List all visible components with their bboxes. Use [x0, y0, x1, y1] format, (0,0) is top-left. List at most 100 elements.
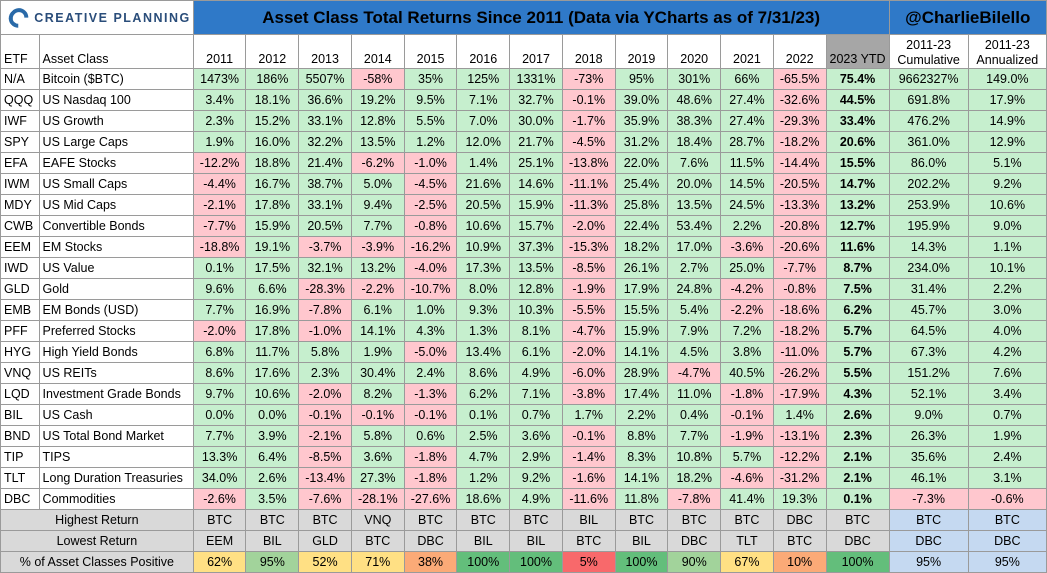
return-cell: 33.1% — [298, 194, 352, 216]
return-cell: 7.2% — [720, 320, 774, 342]
return-cell: 3.4% — [192, 89, 247, 111]
summary-cell: 52% — [298, 551, 352, 573]
return-cell: 0.4% — [667, 404, 722, 426]
return-cell: 22.4% — [614, 215, 669, 237]
return-cell: -1.6% — [561, 467, 616, 489]
return-cell: -2.0% — [561, 215, 616, 237]
return-cell: 1.9% — [192, 131, 247, 153]
return-cell: 13.2% — [825, 194, 890, 216]
summary-cell: BTC — [614, 509, 669, 531]
percent-positive-row-label: % of Asset Classes Positive — [0, 551, 194, 573]
return-cell: 6.1% — [509, 341, 563, 363]
header-year: 2011 — [192, 34, 247, 69]
return-cell: 37.3% — [509, 236, 563, 258]
return-cell: 6.8% — [192, 341, 247, 363]
return-cell: 13.2% — [350, 257, 405, 279]
return-cell: 5.0% — [350, 173, 405, 195]
return-cell: 15.5% — [614, 299, 669, 321]
summary-cell: 100% — [456, 551, 511, 573]
return-cell: 13.5% — [667, 194, 722, 216]
asset-class-name: Long Duration Treasuries — [38, 467, 194, 489]
return-cell: -0.1% — [720, 404, 774, 426]
summary-cell: BTC — [456, 509, 511, 531]
return-cell: -1.0% — [298, 320, 352, 342]
return-cell: 7.6% — [667, 152, 722, 174]
annualized-cell: 5.1% — [967, 152, 1047, 174]
return-cell: -2.2% — [350, 278, 405, 300]
return-cell: 18.4% — [667, 131, 722, 153]
return-cell: -2.0% — [561, 341, 616, 363]
return-cell: 33.1% — [298, 110, 352, 132]
annualized-cell: 2.2% — [967, 278, 1047, 300]
return-cell: 1.0% — [403, 299, 458, 321]
return-cell: 75.4% — [825, 68, 890, 90]
return-cell: -3.6% — [720, 236, 774, 258]
return-cell: -18.2% — [772, 320, 827, 342]
annualized-cell: 3.0% — [967, 299, 1047, 321]
table-row: SPY US Large Caps 1.9% 16.0% 32.2% 13.5% 1.2% 1… — [0, 131, 1047, 153]
etf-ticker: BND — [0, 425, 40, 447]
cumulative-cell: -7.3% — [888, 488, 969, 510]
return-cell: -7.7% — [772, 257, 827, 279]
summary-cell: BTC — [192, 509, 247, 531]
asset-class-name: EM Bonds (USD) — [38, 299, 194, 321]
annualized-cell: 4.0% — [967, 320, 1047, 342]
table-row: IWD US Value 0.1% 17.5% 32.1% 13.2% -4.0% 17.3%… — [0, 257, 1047, 279]
return-cell: 15.2% — [245, 110, 300, 132]
return-cell: -7.6% — [298, 488, 352, 510]
cumulative-cell: 67.3% — [888, 341, 969, 363]
return-cell: -13.3% — [772, 194, 827, 216]
header-year: 2021 — [720, 34, 774, 69]
cumulative-cell: 361.0% — [888, 131, 969, 153]
return-cell: 38.3% — [667, 110, 722, 132]
summary-cell: BIL — [561, 509, 616, 531]
return-cell: -17.9% — [772, 383, 827, 405]
asset-class-name: US Cash — [38, 404, 194, 426]
return-cell: -4.4% — [192, 173, 247, 195]
header-asset-class: Asset Class — [38, 34, 194, 69]
return-cell: 14.1% — [614, 467, 669, 489]
header-year: 2013 — [298, 34, 352, 69]
return-cell: 9.7% — [192, 383, 247, 405]
return-cell: -4.2% — [720, 278, 774, 300]
header-year: 2012 — [245, 34, 300, 69]
return-cell: 2.3% — [825, 425, 890, 447]
table-row: LQD Investment Grade Bonds 9.7% 10.6% -2.0% 8… — [0, 383, 1047, 405]
annualized-cell: 3.4% — [967, 383, 1047, 405]
return-cell: 3.6% — [350, 446, 405, 468]
return-cell: 1.3% — [456, 320, 511, 342]
return-cell: 7.7% — [192, 425, 247, 447]
return-cell: 15.7% — [509, 215, 563, 237]
return-cell: 10.6% — [245, 383, 300, 405]
table-row: GLD Gold 9.6% 6.6% -28.3% -2.2% -10.7% 8.0% 12.8… — [0, 278, 1047, 300]
table-row: VNQ US REITs 8.6% 17.6% 2.3% 30.4% 2.4% 8.6% 4.9… — [0, 362, 1047, 384]
return-cell: 8.7% — [825, 257, 890, 279]
return-cell: 16.9% — [245, 299, 300, 321]
asset-class-name: US Large Caps — [38, 131, 194, 153]
return-cell: 26.1% — [614, 257, 669, 279]
asset-class-name: US REITs — [38, 362, 194, 384]
return-cell: 8.6% — [192, 362, 247, 384]
etf-ticker: TIP — [0, 446, 40, 468]
return-cell: 11.7% — [245, 341, 300, 363]
header-cumulative-years: 2011-23 — [906, 38, 952, 52]
cumulative-cell: 234.0% — [888, 257, 969, 279]
return-cell: -13.8% — [561, 152, 616, 174]
return-cell: 24.8% — [667, 278, 722, 300]
return-cell: 15.9% — [614, 320, 669, 342]
return-cell: -6.2% — [350, 152, 405, 174]
return-cell: 6.1% — [350, 299, 405, 321]
return-cell: -0.1% — [561, 89, 616, 111]
return-cell: -0.1% — [561, 425, 616, 447]
etf-ticker: EEM — [0, 236, 40, 258]
return-cell: -1.3% — [403, 383, 458, 405]
return-cell: -1.9% — [561, 278, 616, 300]
return-cell: 1.2% — [456, 467, 511, 489]
header-annualized-label: Annualized — [976, 53, 1039, 67]
summary-cell: 10% — [772, 551, 827, 573]
return-cell: 2.2% — [720, 215, 774, 237]
return-cell: -1.0% — [403, 152, 458, 174]
return-cell: -3.8% — [561, 383, 616, 405]
return-cell: -18.2% — [772, 131, 827, 153]
return-cell: 15.9% — [245, 215, 300, 237]
